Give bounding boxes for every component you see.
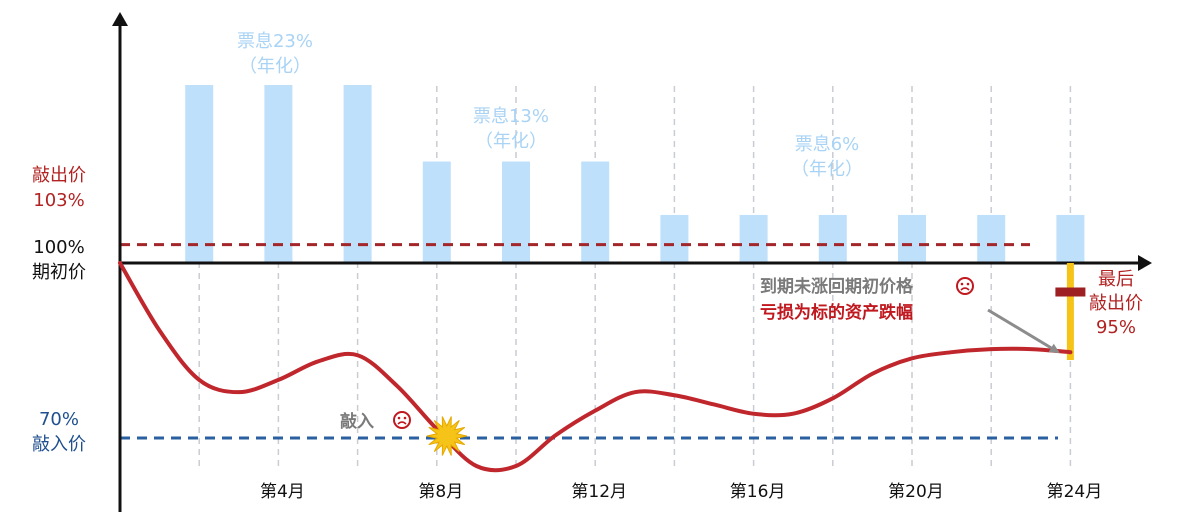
knock-in-event-label: 敲入 [340, 411, 374, 432]
coupon-bar-month-8 [422, 161, 451, 263]
coupon-bar-month-4 [264, 85, 293, 263]
final-knock-out-label-2: 敲出价 [1089, 293, 1143, 314]
coupon-bars [185, 85, 1085, 263]
x-tick-label: 第8月 [418, 482, 463, 502]
underlying-price-path [118, 261, 1073, 473]
x-tick-label: 第24月 [1047, 482, 1103, 502]
coupon-bar-month-2 [185, 85, 214, 263]
coupon-label-2-annualized: （年化） [475, 131, 547, 152]
coupon-bar-month-12 [581, 161, 610, 263]
coupon-bar-month-22 [977, 214, 1006, 263]
final-knock-out-marker [1055, 287, 1086, 297]
knock-out-value: 103% [33, 190, 84, 211]
x-tick-label: 第12月 [571, 482, 627, 502]
x-tick-label: 第4月 [260, 482, 305, 502]
knock-in-value: 70% [39, 409, 79, 430]
coupon-bar-month-16 [739, 214, 768, 263]
sad-face-icon [956, 277, 974, 295]
final-knock-out-value: 95% [1096, 317, 1136, 338]
coupon-bar-month-20 [898, 214, 926, 263]
x-tick-label: 第20月 [888, 482, 944, 502]
coupon-label-2: 票息13% [473, 106, 549, 127]
x-tick-labels: 第4月 第8月 第12月 第16月 第20月 第24月 [260, 482, 1102, 502]
knock-in-label: 敲入价 [32, 434, 86, 455]
initial-label: 期初价 [32, 262, 86, 283]
coupon-bar-month-14 [660, 214, 689, 263]
coupon-bar-month-6 [343, 85, 372, 263]
knock-out-label: 敲出价 [32, 165, 86, 186]
coupon-label-1-annualized: （年化） [239, 56, 311, 77]
annotation-arrow [987, 308, 1060, 354]
coupon-bar-month-10 [502, 161, 530, 263]
final-knock-out-label-1: 最后 [1098, 269, 1134, 290]
coupon-label-3-annualized: （年化） [791, 159, 863, 180]
x-tick-label: 第16月 [730, 482, 786, 502]
month-grid-lines [198, 86, 1072, 470]
coupon-label-3: 票息6% [795, 134, 860, 155]
y-axis-arrow-icon [112, 12, 128, 26]
coupon-bar-month-18 [818, 214, 847, 263]
initial-value: 100% [33, 237, 84, 258]
annotation-line-1: 到期未涨回期初价格 [760, 276, 914, 297]
sad-face-icon [393, 411, 411, 429]
annotation-line-2: 亏损为标的资产跌幅 [760, 302, 913, 323]
knock-in-burst-icon [426, 416, 467, 456]
coupon-label-1: 票息23% [237, 31, 313, 52]
coupon-bar-month-24 [1056, 214, 1085, 263]
x-axis-arrow-icon [1138, 255, 1152, 271]
